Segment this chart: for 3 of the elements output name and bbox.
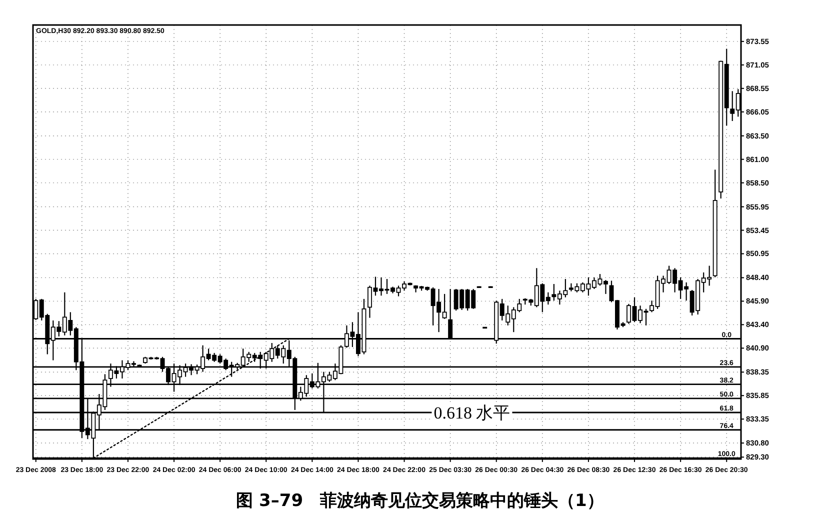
- candlestick: [448, 288, 453, 340]
- text: 图 3–79 菲波纳奇见位交易策略中的锤头（1）: [236, 491, 604, 511]
- annotation: 0.618 水平: [434, 404, 510, 422]
